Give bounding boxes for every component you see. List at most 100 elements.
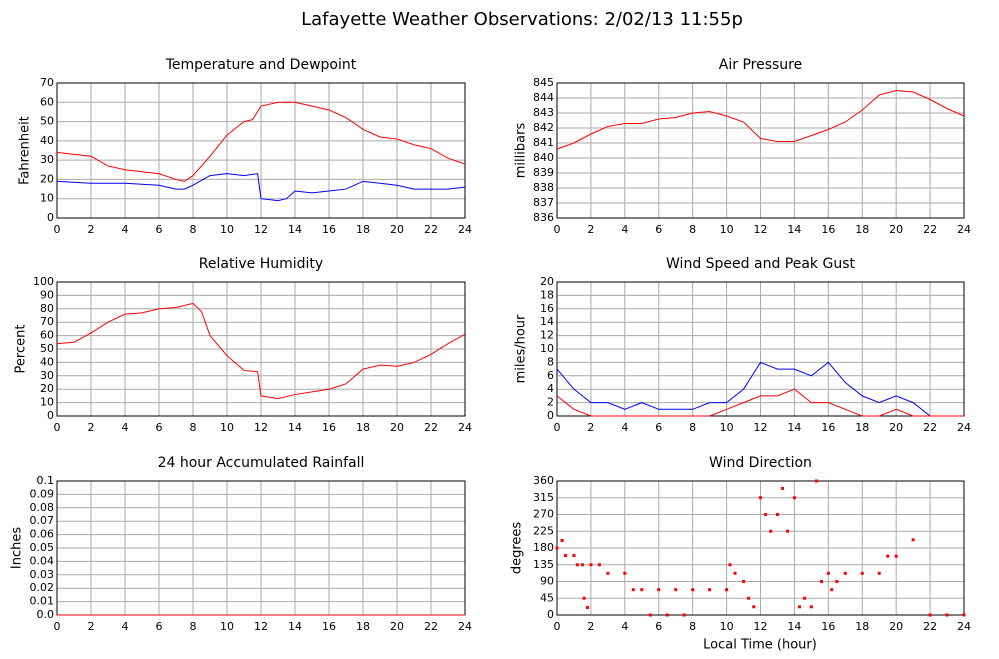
plot-frame [556,281,965,417]
y-tick-label: 8 [547,355,554,368]
x-tick-label: 14 [787,421,801,434]
x-tick-label: 18 [855,223,869,236]
x-tick-label: 24 [458,421,472,434]
data-point [798,605,802,609]
y-tick-label: 4 [547,382,554,395]
x-tick-label: 2 [587,223,594,236]
data-point [945,613,949,617]
x-tick-label: 24 [957,620,971,633]
x-tick-label: 22 [923,421,937,434]
data-point [803,596,807,600]
y-tick-label: 90 [40,288,54,301]
x-tick-label: 8 [689,223,696,236]
y-tick-label: 0.06 [30,528,55,541]
data-point [911,538,915,542]
x-tick-label: 12 [754,223,768,236]
x-tick-label: 16 [821,620,835,633]
data-point [597,563,601,567]
x-tick-label: 12 [254,620,268,633]
data-point [962,613,966,617]
y-tick-label: 0.09 [30,487,55,500]
chart-title: 24 hour Accumulated Rainfall [158,455,365,471]
x-tick-label: 18 [356,223,370,236]
x-tick-label: 12 [754,620,768,633]
y-axis-label: degrees [510,522,525,575]
x-tick-label: 16 [322,421,336,434]
data-point [894,554,898,558]
data-point [769,529,773,533]
data-line [56,173,466,202]
x-tick-label: 18 [356,620,370,633]
x-tick-label: 2 [88,223,95,236]
y-tick-label: 0 [547,409,554,422]
data-point [563,553,567,557]
y-tick-label: 100 [33,275,54,288]
data-point [623,571,627,575]
y-tick-label: 0 [47,409,54,422]
data-point [759,496,762,500]
data-point [733,571,737,575]
y-tick-label: 0.0 [37,608,55,621]
y-tick-label: 225 [533,524,554,537]
y-tick-label: 841 [533,136,554,149]
x-tick-label: 14 [288,223,302,236]
y-tick-label: 845 [533,76,554,89]
y-tick-label: 2 [547,396,554,409]
y-tick-label: 60 [40,95,54,108]
y-tick-label: 6 [547,369,554,382]
x-tick-label: 18 [855,421,869,434]
x-tick-label: 4 [122,620,129,633]
y-tick-label: 10 [540,342,554,355]
y-tick-label: 0 [47,211,54,224]
chart: 24 hour Accumulated RainfallInches0.00.0… [10,455,473,633]
x-tick-label: 6 [655,223,662,236]
y-tick-label: 16 [540,302,554,315]
y-tick-label: 837 [533,196,554,209]
data-line [56,101,466,182]
y-tick-label: 135 [533,558,554,571]
x-tick-label: 2 [587,421,594,434]
data-point [575,563,579,567]
x-tick-label: 16 [821,421,835,434]
y-tick-label: 40 [40,355,54,368]
data-point [860,571,864,575]
data-point [792,496,796,500]
y-tick-label: 10 [40,192,54,205]
y-tick-label: 14 [540,315,554,328]
y-axis-label: Fahrenheit [18,116,33,185]
y-tick-label: 12 [540,329,554,342]
chart-title: Relative Humidity [199,256,323,272]
x-tick-label: 14 [288,620,302,633]
y-tick-label: 839 [533,166,554,179]
x-tick-label: 14 [787,620,801,633]
data-point [835,580,839,583]
y-tick-label: 20 [40,172,54,185]
chart-title: Wind Speed and Peak Gust [666,256,855,272]
x-tick-label: 22 [424,223,438,236]
data-point [877,571,881,575]
y-tick-label: 40 [40,134,54,147]
x-axis-label: Local Time (hour) [703,638,817,653]
x-tick-label: 8 [190,223,197,236]
x-tick-label: 10 [720,620,734,633]
data-point [708,588,712,592]
data-point [606,571,610,575]
data-line [556,388,964,417]
data-point [764,513,768,516]
y-tick-label: 80 [40,302,54,315]
x-tick-label: 4 [122,223,129,236]
x-tick-label: 10 [720,223,734,236]
y-tick-label: 838 [533,181,554,194]
x-tick-label: 20 [390,421,404,434]
x-tick-label: 0 [54,620,61,633]
y-tick-label: 180 [533,541,554,554]
x-tick-label: 0 [54,223,61,236]
plot-frame [556,82,965,219]
data-point [555,546,559,550]
x-tick-label: 24 [458,223,472,236]
x-tick-label: 22 [923,620,937,633]
data-point [786,529,790,533]
data-point [814,479,818,483]
data-point [775,513,779,516]
